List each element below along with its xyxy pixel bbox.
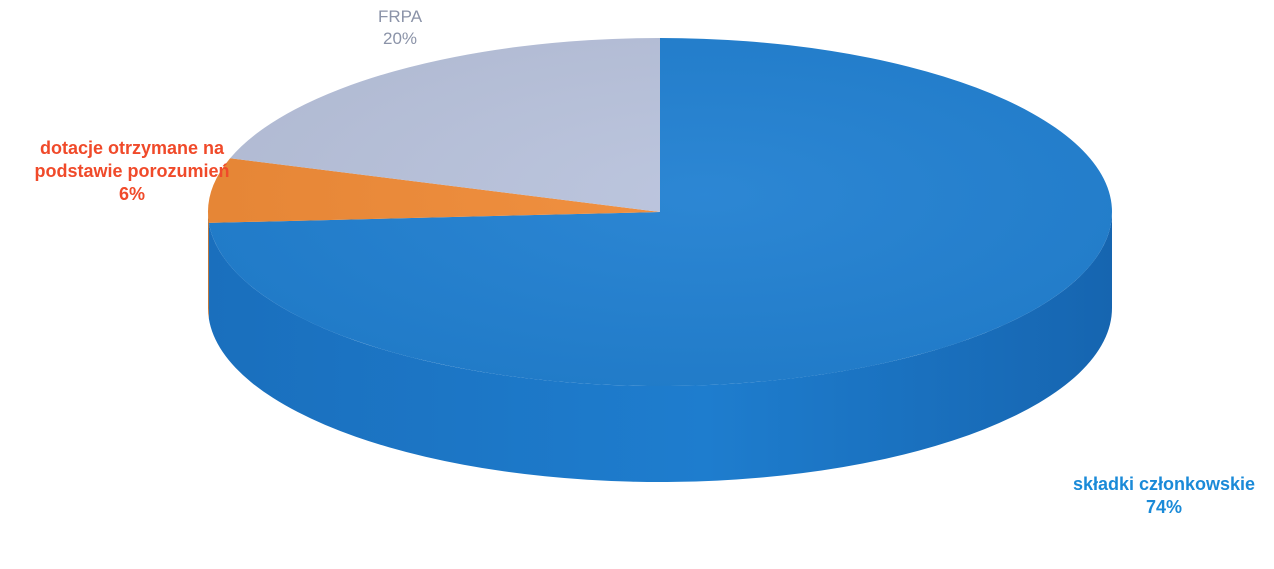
pie-slice-side (208, 212, 209, 319)
pie-group (208, 38, 1113, 482)
slice-value-label: 74% (1146, 497, 1182, 517)
slice-label: FRPA 20% (378, 7, 423, 48)
label-group: składki członkowskie 74% dotacje otrzymane… (34, 7, 1255, 517)
pie-slice-side (208, 212, 1113, 482)
slice-label: składki członkowskie 74% (1073, 474, 1255, 517)
slice-label: dotacje otrzymane na podstawie porozumień… (34, 138, 229, 204)
slice-name-label: składki członkowskie (1073, 474, 1255, 494)
slice-name-label: podstawie porozumień (34, 161, 229, 181)
slice-value-label: 20% (383, 29, 417, 48)
slice-name-label: dotacje otrzymane na (40, 138, 225, 158)
slice-name-label: FRPA (378, 7, 423, 26)
pie-top-shading (208, 38, 1112, 386)
slice-value-label: 6% (119, 184, 145, 204)
